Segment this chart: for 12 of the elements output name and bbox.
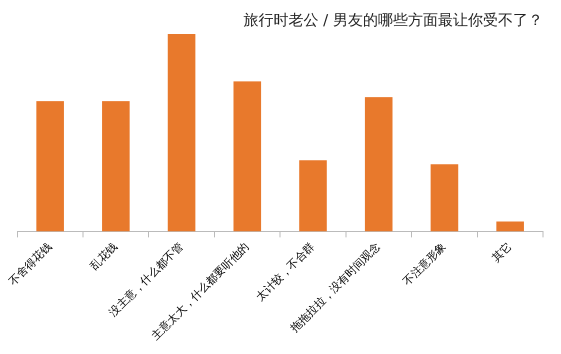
- x-tick-label: 不注意形象: [400, 240, 449, 288]
- bar: [496, 221, 524, 232]
- bar: [430, 164, 458, 232]
- bar: [233, 81, 262, 232]
- x-tick-label: 其它: [490, 240, 514, 265]
- chart-title: 旅行时老公 / 男友的哪些方面最让你受不了？: [243, 10, 543, 29]
- bar: [36, 101, 64, 232]
- x-tick-label: 乱花钱: [87, 240, 120, 272]
- bar: [364, 97, 393, 232]
- bar: [299, 160, 327, 232]
- bar: [102, 101, 130, 232]
- bar: [168, 34, 196, 232]
